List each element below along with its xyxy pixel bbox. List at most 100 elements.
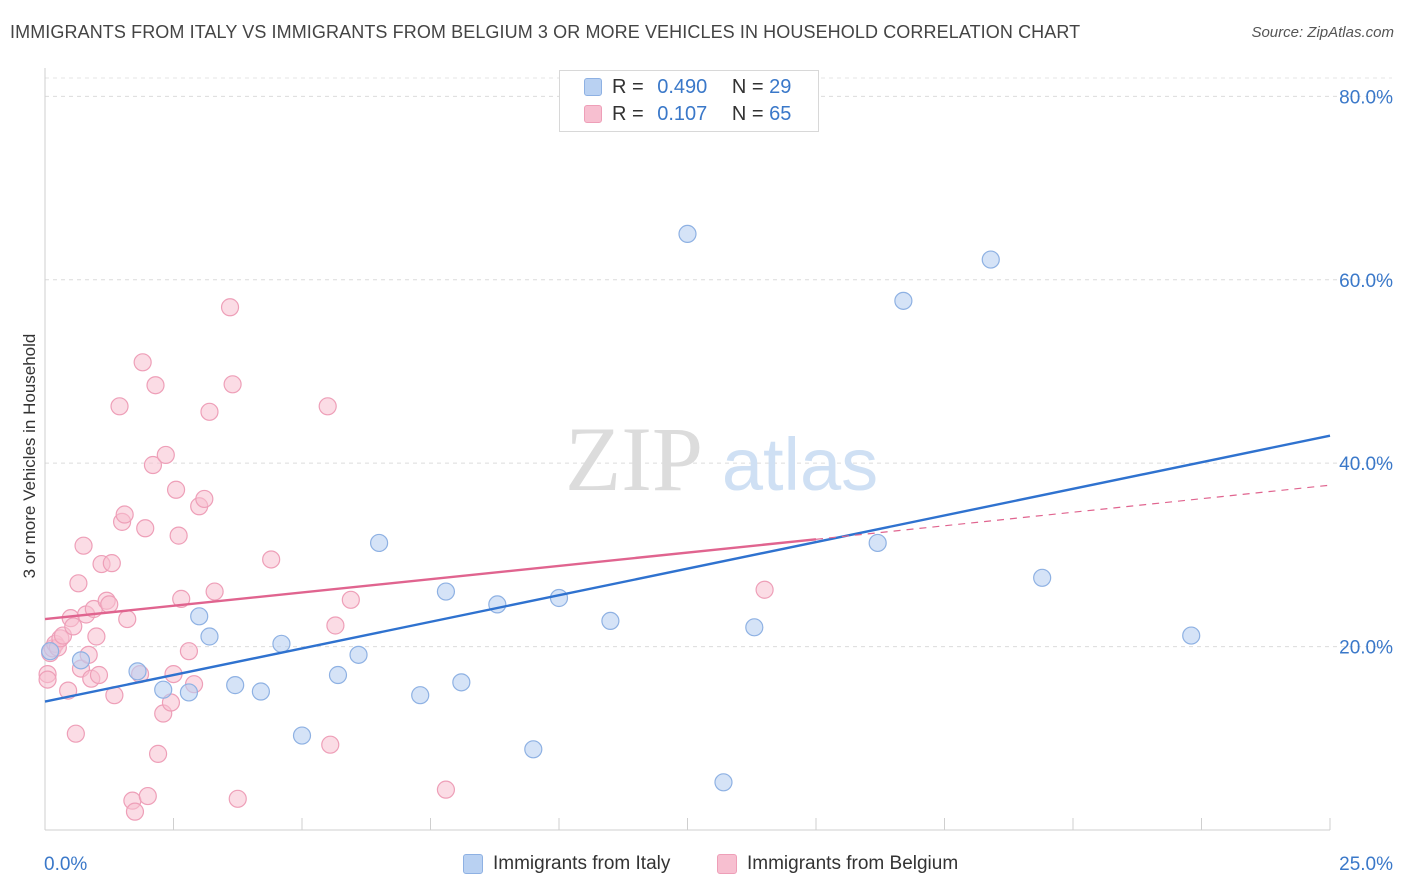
- belgium-point-57: [321, 735, 340, 754]
- italy-point-2: [128, 662, 147, 681]
- belgium-point-40: [156, 445, 175, 465]
- italy-point-0: [41, 642, 60, 661]
- italy-point-22: [714, 773, 733, 792]
- axes: [44, 68, 1331, 831]
- italy-point-20: [601, 611, 620, 631]
- italy-point-3: [154, 680, 173, 699]
- belgium-point-11: [66, 724, 85, 743]
- legend-belgium-r-value: 0.107: [657, 102, 708, 125]
- legend-italy-r-value: 0.490: [657, 75, 708, 98]
- italy-point-21: [678, 224, 697, 244]
- legend-swatch-italy: [584, 78, 602, 96]
- belgium-point-19: [87, 627, 106, 646]
- belgium-point-38: [148, 744, 168, 763]
- belgium-point-14: [74, 536, 93, 555]
- y-tick-label-0: 20.0%: [1339, 638, 1393, 659]
- trend-lines: [44, 434, 1331, 703]
- belgium-point-49: [195, 489, 214, 509]
- belgium-point-36: [143, 455, 163, 475]
- belgium-point-51: [205, 582, 224, 601]
- italy-point-13: [370, 533, 389, 553]
- source-credit: Source: ZipAtlas.com: [1251, 24, 1394, 41]
- bottom-legend-swatch-belgium: [717, 854, 737, 874]
- correlation-legend: R = 0.490 N = 29 R = 0.107 N = 65: [559, 70, 819, 132]
- legend-italy-n-value: 29: [769, 75, 792, 98]
- x-tick-label-0: 0.0%: [44, 854, 87, 875]
- italy-point-26: [981, 250, 1000, 269]
- y-axis-label: 3 or more Vehicles in Household: [20, 333, 39, 579]
- italy-point-10: [292, 726, 312, 745]
- italy-point-27: [1033, 568, 1052, 587]
- x-tick-label-1: 25.0%: [1339, 854, 1393, 875]
- italy-point-4: [179, 683, 199, 702]
- bottom-legend-label-italy: Immigrants from Italy: [493, 853, 671, 874]
- belgium-point-53: [223, 375, 242, 394]
- belgium-point-52: [220, 298, 240, 317]
- italy-point-6: [200, 627, 219, 646]
- legend-row-italy: R = 0.490 N = 29: [584, 75, 791, 99]
- belgium-point-58: [326, 616, 345, 635]
- italy-point-23: [745, 618, 764, 637]
- belgium-point-34: [136, 519, 155, 538]
- legend-italy-n-label: N =: [731, 75, 764, 98]
- belgium-point-12: [69, 574, 88, 593]
- legend-belgium-n-value: 65: [769, 102, 792, 125]
- watermark-atlas: atlas: [722, 423, 878, 506]
- belgium-point-33: [133, 353, 152, 372]
- belgium-point-37: [146, 376, 165, 395]
- series-italy-points: [41, 224, 1201, 792]
- italy-point-7: [226, 676, 245, 695]
- belgium-point-26: [110, 397, 129, 416]
- italy-trend-line-0: [44, 434, 1331, 703]
- tick-labels: 20.0% 40.0% 60.0% 80.0% 0.0% 25.0%: [44, 87, 1393, 875]
- belgium-point-23: [100, 595, 119, 614]
- bottom-legend-belgium: Immigrants from Belgium: [717, 852, 958, 876]
- italy-point-24: [868, 533, 887, 553]
- bottom-legend-label-belgium: Immigrants from Belgium: [747, 853, 959, 874]
- belgium-point-31: [125, 802, 145, 821]
- belgium-trend-line-2: [815, 484, 1331, 540]
- legend-belgium-r-label: R =: [612, 102, 644, 125]
- watermark: ZIP atlas: [565, 408, 878, 510]
- y-tick-label-1: 40.0%: [1339, 454, 1393, 475]
- chart-title: IMMIGRANTS FROM ITALY VS IMMIGRANTS FROM…: [10, 22, 1081, 42]
- series-belgium-points: [38, 298, 774, 821]
- italy-point-8: [251, 682, 270, 701]
- belgium-point-28: [115, 505, 134, 524]
- belgium-point-55: [262, 550, 281, 569]
- y-tick-label-2: 60.0%: [1339, 271, 1393, 292]
- belgium-point-10: [64, 617, 83, 636]
- belgium-point-44: [169, 526, 188, 545]
- y-tick-label-3: 80.0%: [1339, 87, 1393, 108]
- italy-point-18: [524, 740, 543, 759]
- legend-italy-r-label: R =: [612, 75, 644, 98]
- italy-point-14: [411, 686, 430, 705]
- watermark-zip: ZIP: [565, 408, 703, 510]
- belgium-point-20: [89, 665, 109, 685]
- belgium-point-35: [138, 786, 157, 806]
- belgium-point-54: [228, 789, 247, 808]
- italy-point-15: [436, 582, 456, 601]
- belgium-point-1: [38, 670, 57, 689]
- belgium-point-61: [755, 580, 774, 599]
- belgium-point-45: [172, 589, 191, 608]
- italy-point-28: [1182, 626, 1201, 645]
- belgium-point-56: [318, 397, 337, 416]
- belgium-point-43: [166, 480, 186, 499]
- italy-point-25: [894, 291, 913, 310]
- italy-point-12: [349, 645, 368, 664]
- legend-swatch-belgium: [584, 105, 602, 123]
- legend-belgium-n-label: N =: [731, 102, 764, 125]
- belgium-point-29: [118, 609, 137, 629]
- belgium-point-24: [102, 554, 121, 573]
- belgium-point-60: [436, 780, 456, 799]
- bottom-legend-swatch-italy: [463, 854, 483, 874]
- belgium-point-50: [200, 402, 219, 421]
- italy-point-16: [452, 673, 471, 692]
- bottom-legend-italy: Immigrants from Italy: [463, 852, 670, 876]
- italy-point-11: [328, 665, 348, 685]
- italy-point-19: [549, 588, 569, 608]
- belgium-point-46: [179, 642, 199, 661]
- legend-row-belgium: R = 0.107 N = 65: [584, 102, 791, 126]
